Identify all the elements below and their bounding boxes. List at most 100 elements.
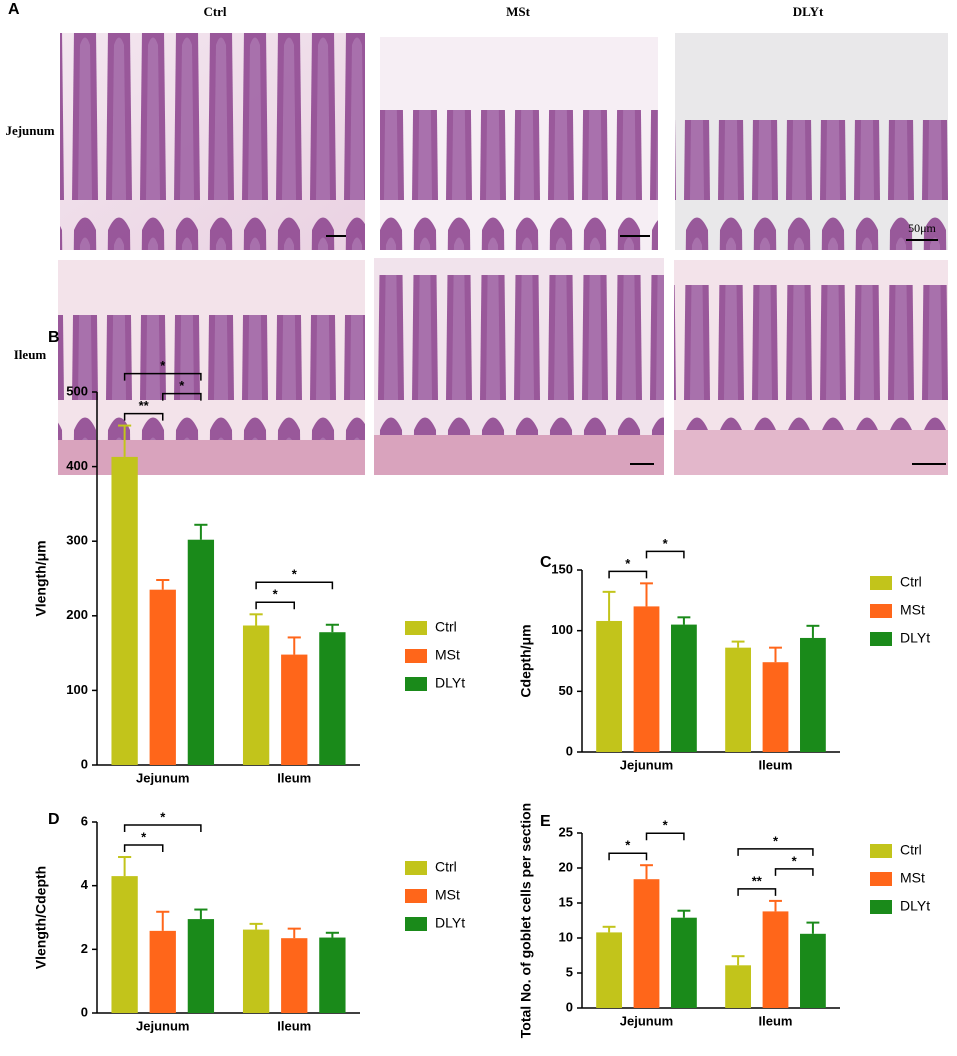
significance-bracket: [255, 581, 334, 590]
legend-label: Ctrl: [435, 619, 457, 635]
y-axis-label: Vlength/Cdepth: [33, 866, 49, 969]
bar: [242, 929, 270, 1013]
panel-letter: B: [48, 329, 60, 346]
y-tick-label: 300: [66, 533, 88, 548]
y-tick-label: 0: [81, 1004, 88, 1019]
y-axis-label: Total No. of goblet cells per section: [518, 803, 534, 1038]
legend-label: Ctrl: [900, 574, 922, 590]
y-tick-label: 6: [81, 813, 88, 828]
bar: [725, 647, 751, 752]
legend-label: DLYt: [900, 898, 930, 914]
bar: [281, 654, 308, 765]
y-tick-label: 0: [566, 743, 573, 758]
bar: [762, 662, 789, 752]
legend-swatch: [870, 632, 892, 646]
significance-bracket: [255, 601, 295, 610]
bar: [319, 937, 346, 1013]
significance-label: *: [625, 838, 631, 853]
bar: [596, 932, 622, 1008]
significance-label: *: [160, 809, 166, 824]
y-tick-label: 15: [559, 894, 573, 909]
legend-swatch: [405, 649, 427, 663]
legend-swatch: [405, 861, 427, 875]
legend-swatch: [405, 677, 427, 691]
x-tick-label: Jejunum: [136, 1018, 189, 1033]
y-tick-label: 2: [81, 941, 88, 956]
bar: [633, 879, 660, 1008]
legend-label: MSt: [435, 887, 460, 903]
legend-label: MSt: [900, 602, 925, 618]
legend-label: DLYt: [900, 630, 930, 646]
legend-label: Ctrl: [435, 859, 457, 875]
significance-bracket: [123, 412, 164, 421]
significance-bracket: [608, 852, 648, 861]
legend-label: DLYt: [435, 915, 465, 931]
bar: [633, 606, 660, 752]
bar: [596, 620, 622, 752]
row-label: Jejunum: [5, 123, 54, 138]
significance-bracket: [162, 392, 202, 401]
significance-bracket: [608, 570, 648, 579]
panel-letter: C: [540, 554, 552, 571]
legend-swatch: [870, 900, 892, 914]
x-tick-label: Ileum: [759, 1013, 793, 1028]
y-tick-label: 0: [566, 999, 573, 1014]
y-tick-label: 100: [551, 622, 573, 637]
legend-label: DLYt: [435, 675, 465, 691]
column-label: Ctrl: [203, 4, 226, 19]
legend-swatch: [870, 844, 892, 858]
significance-label: **: [139, 398, 150, 413]
significance-label: *: [160, 358, 166, 373]
y-tick-label: 400: [66, 458, 88, 473]
x-tick-label: Ileum: [759, 757, 793, 772]
panel-letter: D: [48, 811, 60, 828]
bar: [800, 637, 826, 752]
bar: [187, 539, 215, 765]
bar: [762, 911, 789, 1008]
x-tick-label: Jejunum: [136, 770, 189, 785]
y-tick-label: 50: [559, 683, 573, 698]
significance-label: *: [625, 556, 631, 571]
panel-letter: E: [540, 813, 551, 830]
significance-label: *: [792, 853, 798, 868]
y-tick-label: 10: [559, 929, 573, 944]
significance-label: *: [141, 829, 147, 844]
significance-bracket: [123, 844, 164, 853]
y-axis-label: Cdepth/μm: [518, 624, 534, 697]
significance-label: *: [773, 833, 779, 848]
significance-bracket: [737, 888, 777, 896]
bar: [800, 933, 826, 1008]
bar: [281, 938, 308, 1013]
column-label: DLYt: [793, 4, 824, 19]
column-label: MSt: [506, 4, 531, 19]
legend-swatch: [405, 889, 427, 903]
significance-label: *: [292, 567, 298, 582]
significance-bracket: [123, 824, 202, 833]
x-tick-label: Ileum: [277, 770, 311, 785]
significance-label: *: [273, 587, 279, 602]
bar: [242, 625, 270, 765]
significance-bracket: [645, 832, 685, 841]
legend-label: Ctrl: [900, 842, 922, 858]
y-tick-label: 25: [559, 824, 573, 839]
legend-swatch: [870, 576, 892, 590]
y-axis-label: Vlength/μm: [33, 540, 49, 616]
bar: [671, 917, 697, 1008]
y-tick-label: 100: [66, 682, 88, 697]
row-label: Ileum: [14, 347, 47, 362]
legend-swatch: [870, 872, 892, 886]
legend-swatch: [870, 604, 892, 618]
bar: [149, 930, 176, 1013]
significance-label: *: [663, 818, 669, 833]
significance-label: **: [752, 873, 763, 888]
panel-letter: A: [8, 1, 20, 18]
y-tick-label: 150: [551, 561, 573, 576]
bar: [187, 919, 215, 1013]
y-tick-label: 200: [66, 607, 88, 622]
x-tick-label: Jejunum: [620, 757, 673, 772]
significance-label: *: [179, 378, 185, 393]
bar: [111, 876, 138, 1013]
scale-label: 50μm: [908, 221, 936, 235]
significance-bracket: [645, 550, 685, 559]
x-tick-label: Jejunum: [620, 1013, 673, 1028]
